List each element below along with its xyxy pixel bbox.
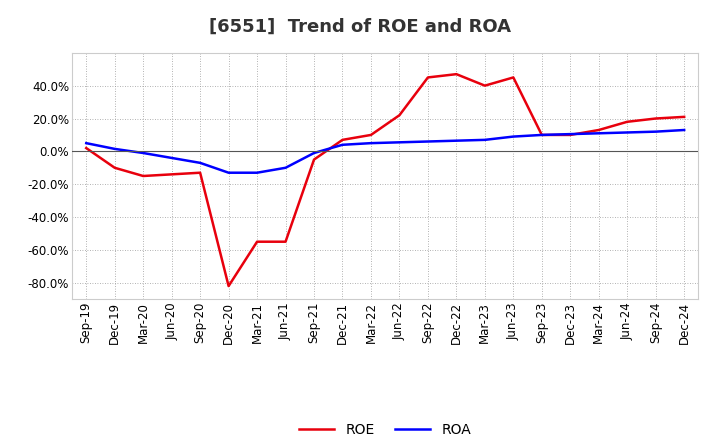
ROA (566, 132, 575, 137)
ROE (395, 113, 404, 118)
Text: [6551]  Trend of ROE and ROA: [6551] Trend of ROE and ROA (209, 18, 511, 36)
ROA (509, 134, 518, 139)
ROE (82, 146, 91, 151)
ROA (310, 150, 318, 156)
ROE (225, 283, 233, 289)
Legend: ROE, ROA: ROE, ROA (294, 417, 477, 440)
ROE (196, 170, 204, 176)
ROE (253, 239, 261, 244)
ROA (338, 142, 347, 147)
ROE (310, 157, 318, 162)
ROA (680, 127, 688, 132)
ROE (423, 75, 432, 80)
ROE (566, 132, 575, 138)
ROA (282, 165, 290, 170)
ROA (480, 137, 489, 143)
ROE (282, 239, 290, 244)
ROE (139, 173, 148, 179)
ROE (537, 132, 546, 138)
ROA (395, 139, 404, 145)
ROE (366, 132, 375, 138)
ROE (452, 72, 461, 77)
ROA (110, 146, 119, 151)
ROA (423, 139, 432, 144)
ROA (595, 131, 603, 136)
ROE (509, 75, 518, 80)
ROE (595, 127, 603, 132)
ROA (366, 140, 375, 146)
ROA (253, 170, 261, 176)
ROE (338, 137, 347, 143)
ROA (82, 140, 91, 146)
ROA (652, 129, 660, 134)
ROA (623, 130, 631, 135)
ROA (452, 138, 461, 143)
ROA (537, 132, 546, 138)
ROE (680, 114, 688, 120)
ROE (167, 172, 176, 177)
ROA (139, 150, 148, 156)
ROE (110, 165, 119, 170)
ROA (225, 170, 233, 176)
ROE (652, 116, 660, 121)
Line: ROE: ROE (86, 74, 684, 286)
ROE (623, 119, 631, 125)
Line: ROA: ROA (86, 130, 684, 173)
ROA (196, 160, 204, 165)
ROE (480, 83, 489, 88)
ROA (167, 155, 176, 161)
